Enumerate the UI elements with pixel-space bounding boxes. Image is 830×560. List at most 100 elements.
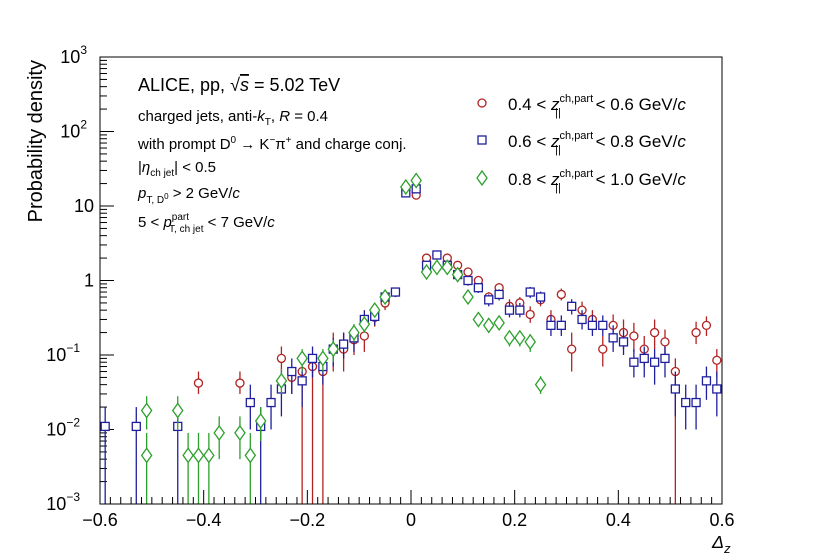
data-point	[681, 397, 691, 408]
data-point	[629, 331, 639, 341]
data-series	[100, 172, 722, 504]
data-point	[287, 366, 297, 377]
data-point	[400, 178, 412, 196]
data-point	[567, 344, 577, 354]
data-point	[338, 339, 349, 349]
data-point	[410, 172, 422, 189]
data-point	[515, 305, 525, 315]
data-point	[534, 376, 547, 393]
data-point	[451, 266, 464, 283]
data-point	[598, 320, 608, 331]
data-point	[649, 327, 660, 338]
data-point	[484, 295, 494, 305]
x-tick-label: −0.6	[82, 510, 118, 530]
legend-label: 0.6 < zch,part || < 0.8 GeV/c	[508, 130, 686, 156]
y-tick-label: 1	[84, 271, 94, 291]
data-point	[493, 314, 505, 331]
legend-label: 0.8 < zch,part || < 1.0 GeV/c	[508, 168, 686, 194]
data-point	[213, 424, 226, 442]
data-point	[441, 259, 454, 276]
y-tick-label: 10−2	[46, 416, 80, 440]
data-point	[275, 372, 288, 389]
data-point	[266, 397, 276, 408]
data-point	[390, 287, 401, 297]
data-point	[203, 447, 215, 464]
x-tick-label: 0.6	[709, 510, 734, 530]
legend-marker	[477, 98, 487, 108]
data-point	[598, 344, 608, 354]
data-point	[359, 331, 370, 341]
x-tick-label: 0	[406, 510, 416, 530]
data-point	[368, 302, 381, 319]
data-point	[691, 397, 701, 408]
data-point	[577, 314, 587, 325]
y-tick-label: 10	[74, 196, 94, 216]
annotation-block: ALICE, pp, √s = 5.02 TeV charged jets, a…	[137, 75, 407, 235]
data-point	[193, 378, 204, 388]
data-point	[317, 350, 329, 367]
y-tick-label: 103	[60, 43, 87, 67]
data-point	[463, 267, 473, 277]
y-tick-label: 10−1	[46, 341, 80, 365]
data-point	[524, 333, 537, 350]
data-point	[140, 447, 153, 464]
data-point	[504, 305, 515, 315]
data-point	[618, 337, 629, 347]
data-point	[472, 311, 485, 328]
data-point	[100, 421, 110, 432]
data-point	[494, 289, 504, 300]
data-point	[556, 320, 566, 331]
tick-labels: −0.6 −0.4 −0.2 0 0.2 0.4 0.6 10−3 10−2 10−1 1 10 102…	[46, 43, 734, 530]
data-point	[254, 412, 267, 430]
series-diamond	[140, 172, 547, 504]
annotation-line3: with prompt D0 → K−π+ and charge conj.	[137, 135, 407, 153]
data-point	[670, 384, 680, 394]
x-tick-label: −0.4	[186, 510, 222, 530]
series-circle	[193, 186, 722, 504]
data-point	[535, 292, 546, 302]
data-point	[462, 288, 474, 306]
data-point	[171, 402, 184, 419]
data-point	[327, 340, 340, 358]
data-point	[525, 287, 535, 297]
data-point	[660, 337, 670, 347]
x-axis-title: Δz	[711, 532, 731, 556]
annotation-line4: |ηch jet| < 0.5	[138, 159, 216, 179]
data-point	[546, 320, 556, 331]
data-point	[514, 329, 526, 346]
data-point	[296, 350, 308, 367]
data-point	[649, 357, 660, 367]
data-point	[379, 288, 391, 306]
plot-frame	[99, 56, 723, 505]
data-point	[503, 329, 516, 346]
annotation-line2: charged jets, anti-kT, R = 0.4	[138, 108, 328, 128]
data-point	[276, 353, 287, 364]
data-point	[307, 353, 318, 364]
y-tick-label: 102	[60, 118, 87, 142]
data-point	[420, 263, 433, 281]
data-point	[431, 259, 443, 276]
data-point	[182, 447, 194, 464]
data-point	[660, 353, 670, 364]
data-point	[297, 376, 307, 386]
data-point	[192, 447, 205, 464]
x-tick-label: 0.2	[502, 510, 527, 530]
data-point	[432, 250, 442, 260]
data-point	[701, 376, 712, 386]
legend: 0.4 < zch,part || < 0.6 GeV/c 0.6 < zch,pa…	[476, 93, 686, 194]
data-point	[629, 357, 639, 367]
data-point	[587, 320, 598, 331]
x-tick-label: 0.4	[606, 510, 631, 530]
data-point	[358, 315, 371, 333]
data-point	[244, 447, 257, 464]
annotation-line1: ALICE, pp, √s = 5.02 TeV	[138, 75, 340, 95]
data-point	[712, 355, 722, 365]
data-point	[482, 317, 495, 334]
y-axis-title: Probability density	[25, 60, 47, 222]
data-point	[131, 421, 141, 432]
data-point	[245, 397, 255, 408]
legend-marker	[477, 135, 487, 145]
data-point	[525, 309, 535, 320]
legend-label: 0.4 < zch,part || < 0.6 GeV/c	[508, 93, 686, 119]
data-point	[140, 402, 153, 419]
